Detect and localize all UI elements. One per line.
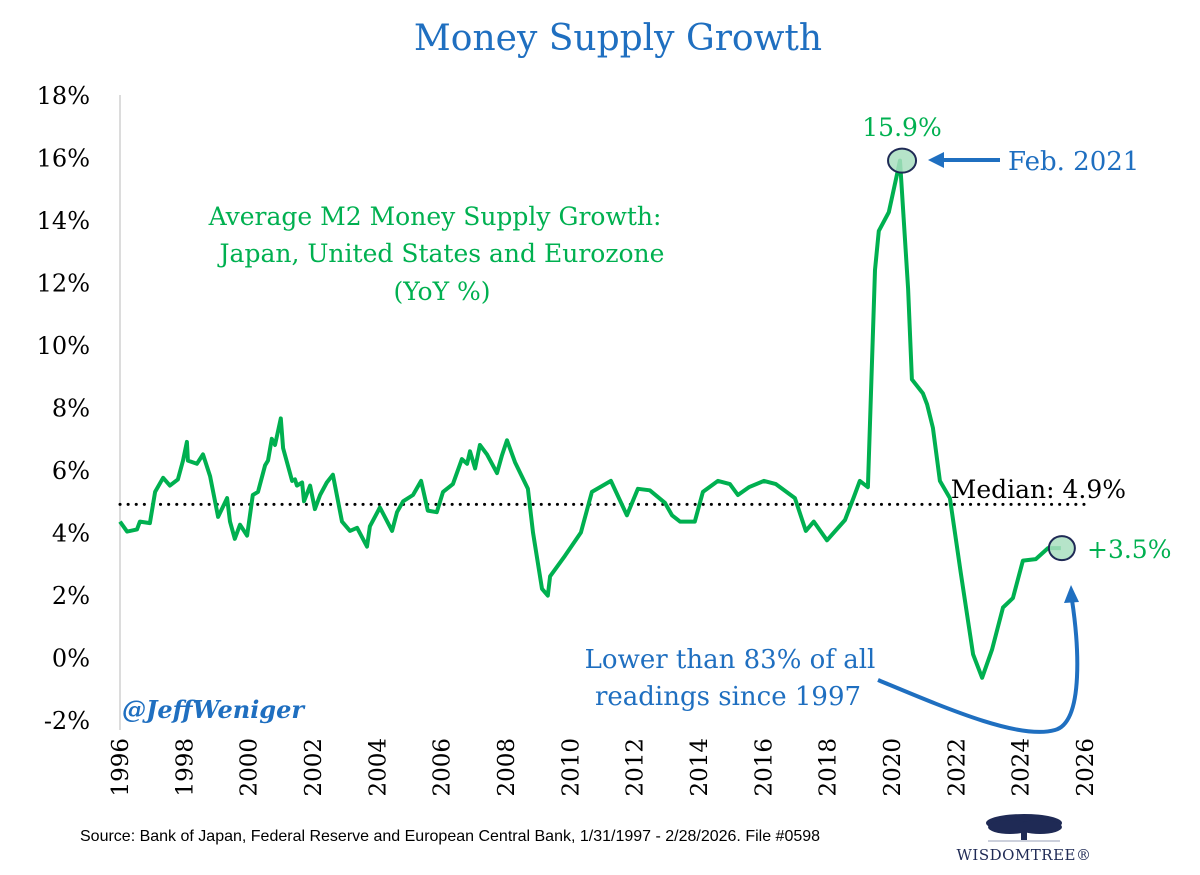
y-tick-label: 2% [52, 582, 90, 610]
latest-note-line-2: readings since 1997 [595, 682, 861, 712]
x-tick-label: 2004 [365, 738, 391, 797]
x-tick-label: 2002 [301, 738, 327, 797]
source-note: Source: Bank of Japan, Federal Reserve a… [80, 828, 820, 845]
y-tick-label: 16% [37, 145, 90, 173]
chart-title: Money Supply Growth [414, 18, 822, 59]
y-tick-label: 6% [52, 457, 90, 485]
peak-date-label: Feb. 2021 [1008, 147, 1139, 177]
latest-marker [1047, 535, 1076, 562]
x-tick-label: 2008 [494, 738, 520, 797]
x-tick-label: 2026 [1073, 738, 1099, 797]
x-tick-label: 2012 [623, 738, 649, 797]
svg-text:WISDOMTREE®: WISDOMTREE® [957, 846, 1092, 864]
x-tick-label: 2014 [687, 738, 713, 797]
y-tick-label: 18% [37, 82, 90, 110]
author-handle: @JeffWeniger [122, 695, 306, 724]
y-tick-label: 0% [52, 645, 90, 673]
x-tick-label: 2000 [237, 738, 263, 797]
latest-note-arrow [877, 585, 1080, 734]
tree-icon [986, 814, 1062, 840]
y-tick-label: 12% [37, 270, 90, 298]
y-axis-ticks: 18% 16% 14% 12% 10% 8% 6% 4% 2% 0% -2% [37, 82, 90, 735]
peak-marker [887, 147, 918, 174]
subtitle-line-3: (YoY %) [393, 277, 490, 306]
x-tick-label: 2018 [816, 738, 842, 797]
latest-note-line-1: Lower than 83% of all [585, 645, 876, 675]
y-tick-label: 8% [52, 395, 90, 423]
x-tick-label: 2016 [751, 738, 777, 797]
x-tick-label: 2020 [880, 738, 906, 797]
x-tick-label: 2006 [430, 738, 456, 797]
series-line-m2-growth [118, 158, 1061, 680]
y-tick-label: 10% [37, 332, 90, 360]
x-tick-label: 2022 [944, 738, 970, 797]
y-tick-label: 4% [52, 520, 90, 548]
subtitle-line-2: Japan, United States and Eurozone [217, 239, 665, 268]
subtitle-line-1: Average M2 Money Supply Growth: [208, 202, 662, 231]
x-tick-label: 2024 [1009, 738, 1035, 797]
x-tick-label: 2010 [558, 738, 584, 797]
x-tick-label: 1998 [172, 738, 198, 797]
x-axis-ticks: 1996 1998 2000 2002 2004 2006 2008 2010 2012 2014… [108, 738, 1099, 797]
peak-value-label: 15.9% [862, 113, 941, 142]
x-tick-label: 1996 [108, 738, 134, 797]
latest-value-label: +3.5% [1087, 535, 1171, 564]
wisdomtree-logo: WISDOMTREE® [957, 814, 1092, 864]
peak-arrow [928, 152, 1000, 168]
median-label: Median: 4.9% [951, 475, 1126, 504]
y-tick-label: -2% [44, 707, 90, 735]
y-tick-label: 14% [37, 207, 90, 235]
